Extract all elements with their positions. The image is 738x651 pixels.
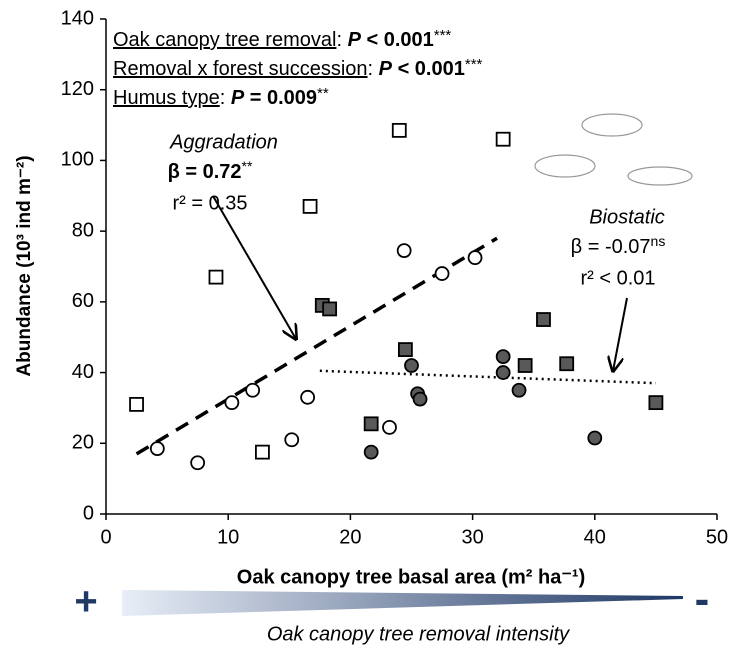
point	[517, 358, 533, 373]
point	[245, 382, 261, 398]
point	[495, 365, 511, 380]
point	[434, 266, 450, 281]
y-axis-label: Abundance (10³ ind m⁻²)	[14, 155, 35, 376]
separator: :	[368, 58, 379, 80]
point	[495, 349, 511, 365]
statistic: Oak canopy tree removal: P < 0.001***	[113, 27, 451, 51]
point	[536, 312, 551, 327]
separator: :	[336, 29, 347, 51]
point	[149, 441, 165, 456]
term: Removal x forest succession	[113, 58, 368, 80]
significance: ns	[651, 233, 666, 249]
x-tick-label: 30	[461, 526, 483, 548]
point	[495, 131, 511, 147]
term: Humus type	[113, 87, 220, 109]
gradient-plus: +	[74, 580, 97, 624]
term: Oak canopy tree removal	[113, 29, 336, 51]
beta: β = -0.07	[571, 236, 651, 258]
gradient-minus: -	[695, 575, 710, 624]
point	[587, 430, 603, 446]
statistic: Humus type: P = 0.009**	[113, 85, 329, 109]
x-tick-label: 20	[339, 526, 361, 548]
point	[511, 382, 527, 398]
p-symbol: P	[231, 87, 245, 109]
point	[129, 396, 144, 412]
annotation-title: Aggradation	[169, 131, 278, 153]
point	[391, 122, 407, 138]
springtail-drawings	[534, 113, 693, 186]
x-tick-label: 10	[217, 526, 239, 548]
y-tick-label: 0	[83, 502, 94, 524]
point	[382, 419, 397, 435]
point	[208, 269, 224, 285]
annotation-r2: r² < 0.01	[580, 267, 655, 289]
point	[467, 250, 483, 266]
annotation-beta: β = 0.72**	[168, 158, 253, 184]
y-tick-label: 140	[61, 7, 94, 29]
stars: ***	[434, 27, 452, 44]
y-tick-label: 80	[72, 219, 94, 241]
point	[224, 395, 240, 411]
arrow	[212, 195, 296, 339]
point	[412, 391, 428, 407]
point	[363, 444, 379, 460]
y-tick-label: 60	[72, 290, 94, 312]
stars: **	[317, 85, 329, 102]
point	[363, 416, 379, 432]
x-axis-label: Oak canopy tree basal area (m² ha⁻¹)	[237, 566, 585, 588]
point	[300, 389, 316, 405]
statistic: Removal x forest succession: P < 0.001**…	[113, 56, 483, 80]
p-symbol: P	[379, 58, 393, 80]
y-tick-label: 120	[61, 78, 94, 100]
y-tick-label: 20	[72, 432, 94, 454]
stars: ***	[465, 56, 483, 73]
p-test: = 0.009	[244, 87, 317, 109]
point	[322, 301, 338, 317]
point	[396, 243, 412, 258]
gradient-wedge	[122, 590, 683, 616]
point	[190, 455, 206, 471]
point	[302, 198, 318, 214]
x-tick-label: 0	[100, 526, 111, 548]
gradient-label: Oak canopy tree removal intensity	[267, 623, 570, 645]
point	[559, 356, 575, 372]
separator: :	[220, 87, 231, 109]
y-tick-label: 100	[61, 149, 94, 171]
p-test: < 0.001	[361, 29, 434, 51]
annotation-title: Biostatic	[589, 206, 665, 228]
significance: **	[242, 158, 253, 174]
point	[255, 444, 270, 460]
p-test: < 0.001	[392, 58, 465, 80]
point	[397, 342, 413, 357]
x-tick-label: 40	[584, 526, 606, 548]
y-tick-label: 40	[72, 361, 94, 383]
point	[404, 358, 419, 373]
x-tick-label: 50	[706, 526, 728, 548]
point	[648, 395, 664, 411]
annotation-beta: β = -0.07ns	[571, 233, 666, 259]
annotation-r2: r² = 0.35	[172, 192, 247, 214]
arrow	[613, 297, 628, 371]
p-symbol: P	[348, 29, 362, 51]
point	[284, 432, 300, 448]
trend-line	[319, 369, 656, 385]
beta: β = 0.72	[168, 161, 242, 183]
